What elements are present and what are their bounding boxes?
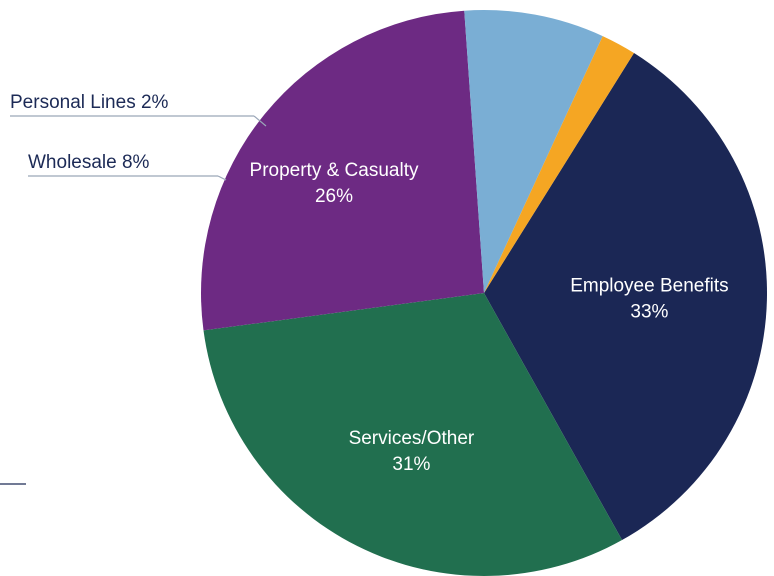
slice-labels: Employee Benefits 33% Services/Other 31% Pro…	[250, 160, 729, 475]
pie-slice-wholesale	[464, 10, 603, 294]
slice-label-employee-benefits: Employee Benefits	[570, 275, 728, 296]
callout-labels: Personal Lines 2% Wholesale 8%	[0, 92, 267, 485]
slice-value-services-other: 31%	[392, 454, 430, 475]
slice-label-services-other: Services/Other	[349, 428, 475, 449]
callout-personal-lines: Personal Lines 2%	[10, 92, 169, 113]
pie-slice-services-other	[203, 293, 623, 576]
pie-slice-personal-lines	[484, 36, 634, 293]
pie-slice-property-casualty	[201, 10, 485, 331]
slice-label-property-casualty: Property & Casualty	[250, 160, 419, 181]
callout-wholesale: Wholesale 8%	[28, 152, 150, 173]
pie-slices	[201, 10, 768, 576]
callout-wholesale-leader	[217, 175, 227, 181]
callout-personal-lines-leader	[253, 115, 267, 127]
pie-slice-employee-benefits	[484, 53, 768, 541]
slice-value-property-casualty: 26%	[315, 186, 353, 207]
slice-value-employee-benefits: 33%	[630, 301, 668, 322]
